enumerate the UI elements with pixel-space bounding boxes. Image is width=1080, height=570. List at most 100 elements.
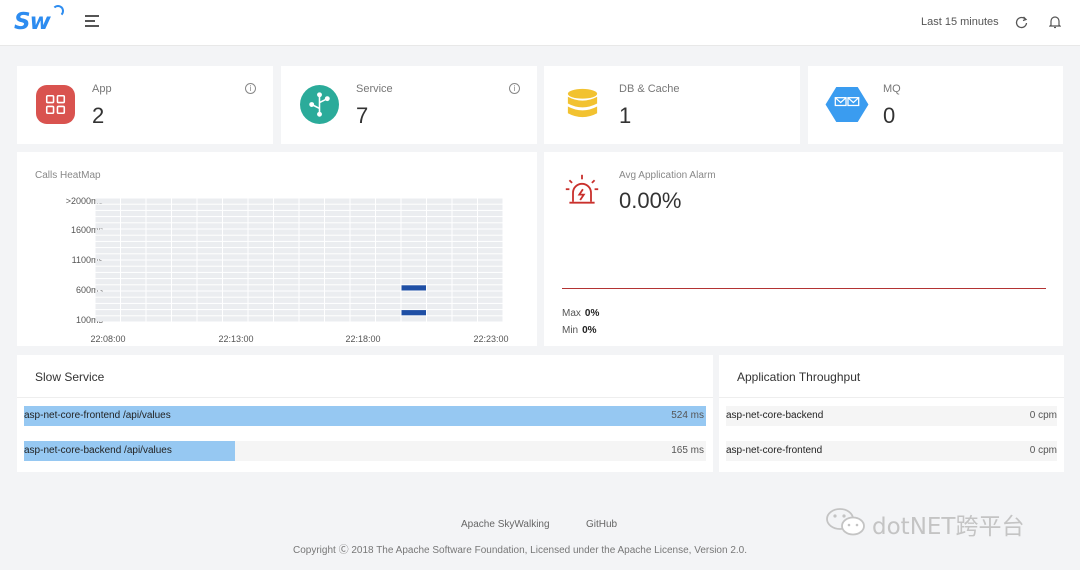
heatmap-cell — [248, 279, 273, 285]
heatmap-cell — [121, 210, 146, 217]
heatmap-cell — [478, 254, 503, 260]
heatmap-cell — [452, 303, 477, 310]
heatmap-cell — [95, 310, 120, 316]
heatmap-cell — [478, 310, 503, 316]
heatmap-grid[interactable] — [95, 198, 503, 322]
heatmap-cell — [248, 272, 273, 279]
heatmap-cell — [146, 254, 171, 260]
heatmap-cell — [223, 272, 248, 279]
heatmap-cell — [325, 297, 350, 303]
heatmap-cell — [146, 272, 171, 279]
heatmap-cell — [223, 266, 248, 272]
slow-service-value: 165 ms — [671, 445, 704, 456]
heatmap-cell — [452, 223, 477, 229]
heatmap-cell — [452, 254, 477, 260]
heatmap-cell — [274, 303, 299, 310]
heatmap-y-label: 600ms — [75, 285, 103, 295]
heatmap-cell — [325, 254, 350, 260]
slow-service-row[interactable]: asp-net-core-frontend /api/values 524 ms — [24, 406, 706, 426]
time-range-selector[interactable]: Last 15 minutes — [921, 16, 999, 28]
footer-link-skywalking[interactable]: Apache SkyWalking — [461, 519, 550, 530]
heatmap-cell — [478, 285, 503, 291]
heatmap-cell — [95, 303, 120, 310]
heatmap-cell — [376, 204, 401, 210]
heatmap-y-label: 100ms — [75, 315, 103, 325]
alarm-value: 0.00% — [619, 188, 682, 213]
info-icon[interactable]: i — [509, 83, 520, 94]
throughput-title: Application Throughput — [737, 370, 861, 384]
menu-toggle-icon[interactable] — [85, 15, 99, 28]
heatmap-cell — [223, 254, 248, 260]
heatmap-cell — [95, 229, 120, 235]
heatmap-cell — [121, 241, 146, 248]
heatmap-cell — [172, 241, 197, 248]
heatmap-cell — [95, 279, 120, 285]
refresh-icon[interactable] — [1015, 16, 1028, 29]
heatmap-cell — [299, 229, 324, 235]
heatmap-title: Calls HeatMap — [35, 170, 101, 181]
heatmap-cell — [95, 316, 120, 322]
heatmap-cell — [350, 248, 375, 254]
heatmap-cell — [325, 279, 350, 285]
heatmap-cell — [427, 229, 452, 235]
throughput-panel: Application Throughput asp-net-core-back… — [719, 355, 1064, 472]
throughput-row[interactable]: asp-net-core-frontend 0 cpm — [726, 441, 1057, 461]
heatmap-cell — [350, 217, 375, 223]
stat-card-service: Service 7 i — [281, 66, 537, 144]
heatmap-cell — [427, 235, 452, 241]
heatmap-cell — [172, 297, 197, 303]
wechat-icon — [826, 508, 865, 536]
slow-service-name: asp-net-core-backend /api/values — [24, 445, 172, 456]
heatmap-cell — [427, 217, 452, 223]
heatmap-cell — [376, 310, 401, 316]
heatmap-cell — [197, 235, 222, 241]
heatmap-cell — [197, 266, 222, 272]
throughput-name: asp-net-core-frontend — [726, 445, 823, 456]
heatmap-cell — [376, 210, 401, 217]
copyright-text: Copyright Ⓒ 2018 The Apache Software Fou… — [293, 545, 748, 556]
heatmap-cell — [401, 210, 426, 217]
stat-label: Service — [356, 83, 393, 95]
alarm-min-value: 0% — [582, 325, 597, 336]
heatmap-cell — [427, 297, 452, 303]
heatmap-cell — [121, 204, 146, 210]
info-icon[interactable]: i — [245, 83, 256, 94]
heatmap-cell — [223, 229, 248, 235]
stat-value: 1 — [619, 103, 632, 128]
heatmap-cell — [350, 223, 375, 229]
throughput-value: 0 cpm — [1029, 445, 1057, 456]
heatmap-cell — [401, 248, 426, 254]
heatmap-cell — [401, 272, 426, 279]
heatmap-x-label: 22:08:00 — [90, 334, 126, 344]
heatmap-cell — [197, 248, 222, 254]
heatmap-cell — [452, 229, 477, 235]
database-icon — [567, 88, 598, 118]
heatmap-cell — [197, 279, 222, 285]
heatmap-cell — [121, 303, 146, 310]
heatmap-cell — [172, 316, 197, 322]
heatmap-cell — [121, 310, 146, 316]
heatmap-cell — [274, 223, 299, 229]
heatmap-cell — [325, 248, 350, 254]
heatmap-cell — [299, 210, 324, 217]
slow-service-row[interactable]: asp-net-core-backend /api/values 165 ms — [24, 441, 706, 461]
heatmap-cell — [146, 266, 171, 272]
heatmap-cell — [197, 297, 222, 303]
bell-icon[interactable] — [1049, 15, 1061, 29]
skywalking-logo[interactable]: Sw — [14, 5, 64, 35]
heatmap-cell — [146, 303, 171, 310]
heatmap-cell — [274, 210, 299, 217]
heatmap-cell — [172, 279, 197, 285]
heatmap-active-cell — [401, 310, 426, 316]
heatmap-cell — [121, 198, 146, 204]
heatmap-cell — [274, 260, 299, 266]
heatmap-cell — [274, 254, 299, 260]
heatmap-cell — [223, 204, 248, 210]
heatmap-cell — [197, 210, 222, 217]
throughput-row[interactable]: asp-net-core-backend 0 cpm — [726, 406, 1057, 426]
stat-card-mq: MQ 0 — [808, 66, 1063, 144]
heatmap-cell — [350, 254, 375, 260]
heatmap-cell — [299, 198, 324, 204]
footer-link-github[interactable]: GitHub — [586, 519, 618, 530]
heatmap-cell — [146, 235, 171, 241]
